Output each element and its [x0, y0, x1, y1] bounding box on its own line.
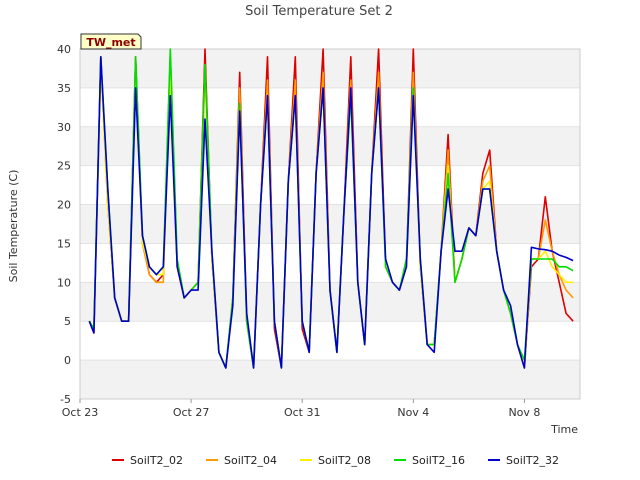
x-axis-label: Time [550, 423, 578, 436]
plot-frame [79, 48, 581, 400]
chart-title: Soil Temperature Set 2 [245, 4, 393, 19]
site-label-box: TW_met [80, 33, 142, 50]
y-tick-label: 10 [57, 276, 71, 289]
legend: SoilT2_02 SoilT2_04 SoilT2_08 SoilT2_16 Soil… [112, 454, 559, 467]
x-tick-label: Nov 4 [397, 406, 429, 419]
y-tick-label: 15 [57, 237, 71, 250]
y-tick-label: 0 [64, 354, 71, 367]
x-tick-label: Oct 23 [62, 406, 99, 419]
y-tick-label: 5 [64, 315, 71, 328]
y-tick-label: 20 [57, 199, 71, 212]
grid-band [80, 49, 580, 88]
grid-band [80, 360, 580, 399]
series-line-SoilT2_32 [88, 55, 574, 369]
grid-band [80, 321, 580, 361]
x-tick-label: Oct 27 [173, 406, 210, 419]
plot-background-bands [80, 48, 580, 400]
y-tick-label: 30 [57, 121, 71, 134]
legend-label-SoilT2_04: SoilT2_04 [224, 454, 277, 467]
grid-band [80, 165, 580, 205]
y-tick-label: 25 [57, 160, 71, 173]
site-label: TW_met [86, 36, 135, 49]
y-tick-label: 35 [57, 82, 71, 95]
legend-label-SoilT2_32: SoilT2_32 [506, 454, 559, 467]
grid-band [80, 87, 580, 127]
legend-label-SoilT2_08: SoilT2_08 [318, 454, 371, 467]
x-tick-label: Nov 8 [508, 406, 540, 419]
y-axis-ticks: -5 0 5 10 15 20 25 30 35 40 [57, 43, 71, 406]
y-axis-label: Soil Temperature (C) [7, 170, 20, 283]
x-tick-label: Oct 31 [284, 406, 321, 419]
legend-label-SoilT2_16: SoilT2_16 [412, 454, 465, 467]
x-axis-ticks: Oct 23 Oct 27 Oct 31 Nov 4 Nov 8 [62, 399, 540, 419]
grid-band [80, 126, 580, 166]
y-tick-label: 40 [57, 43, 71, 56]
legend-label-SoilT2_02: SoilT2_02 [130, 454, 183, 467]
grid-band [80, 204, 580, 244]
series-lines [88, 48, 574, 369]
y-tick-label: -5 [60, 393, 71, 406]
